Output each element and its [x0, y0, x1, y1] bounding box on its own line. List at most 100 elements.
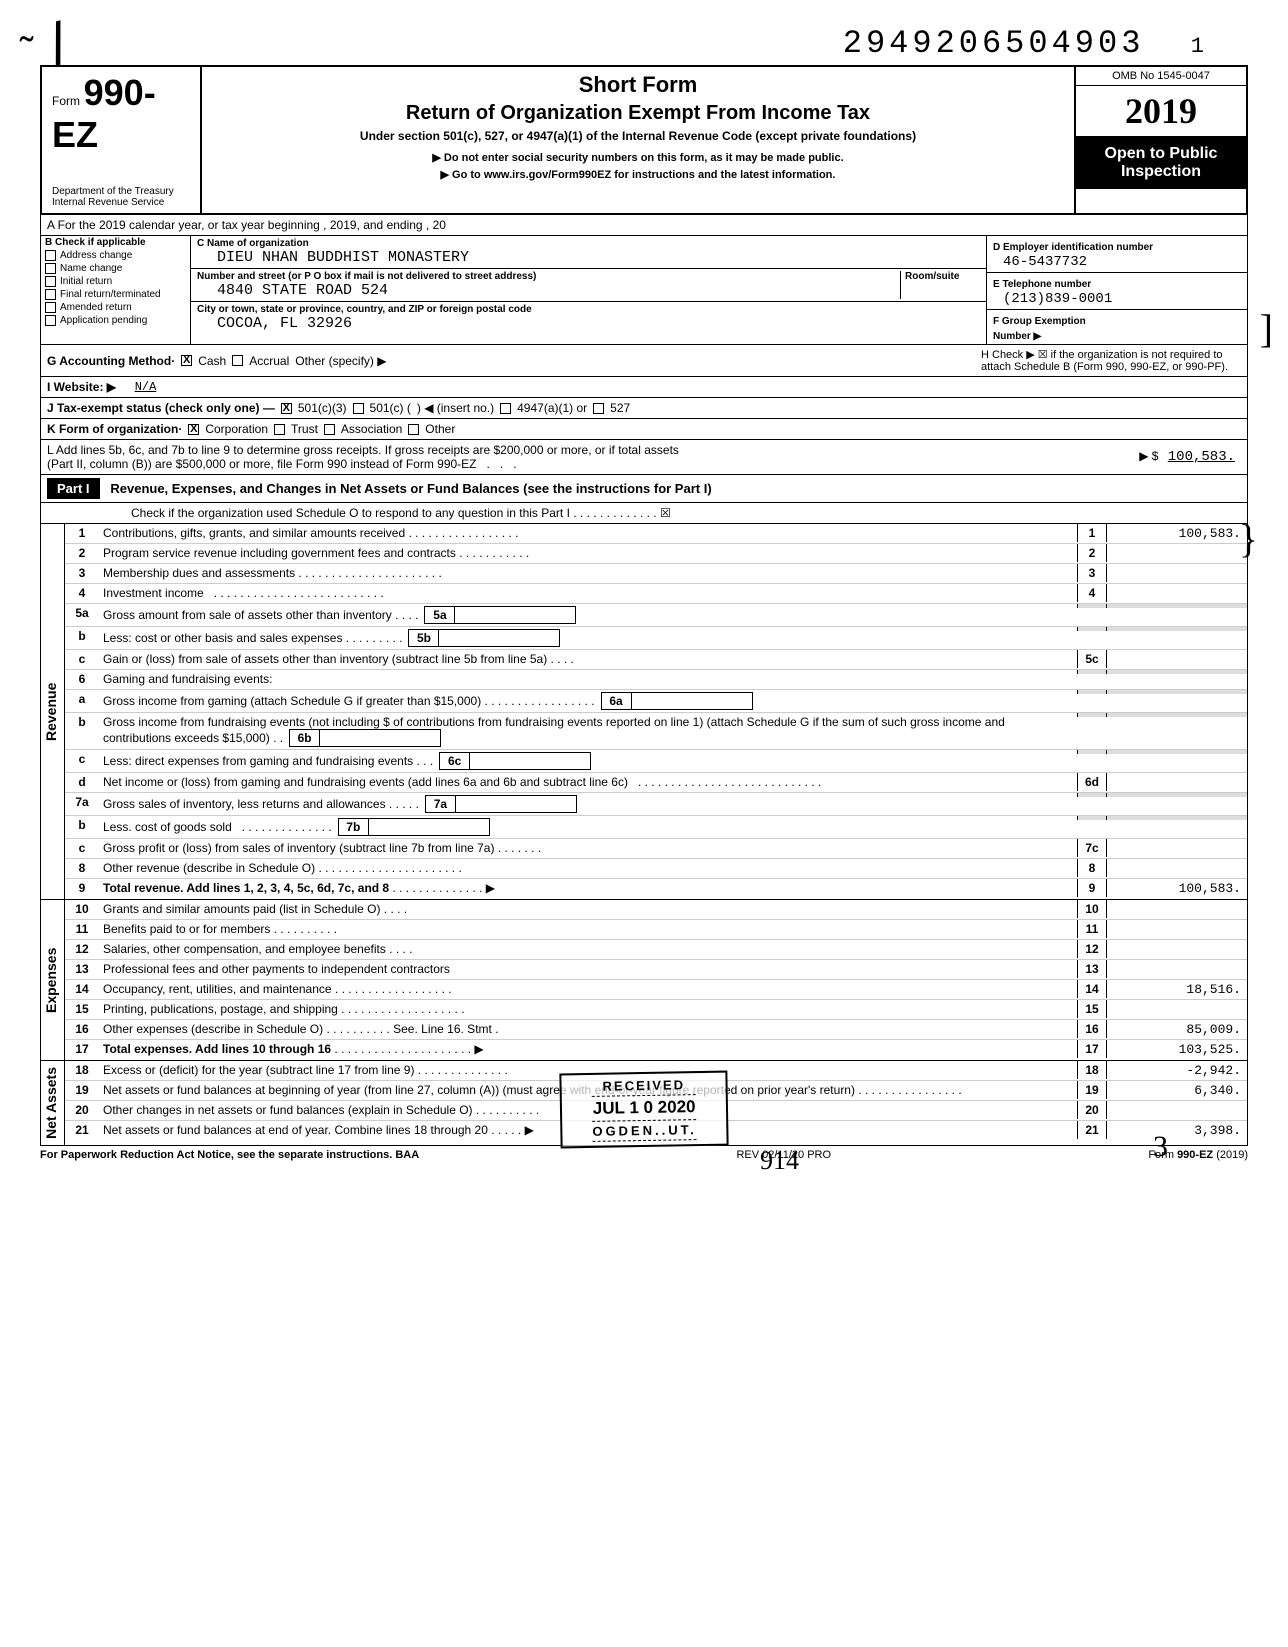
line-8-text: Other revenue (describe in Schedule O) .… [99, 859, 1077, 877]
f-label2: Number ▶ [993, 331, 1041, 342]
handwriting-914: 914 [760, 1146, 799, 1176]
line-21-amount: 3,398. [1107, 1121, 1247, 1140]
chk-name-change[interactable]: Name change [41, 262, 190, 275]
open-to-public: Open to Public Inspection [1076, 137, 1246, 189]
chk-cash[interactable] [181, 355, 192, 366]
notice-url: ▶ Go to www.irs.gov/Form990EZ for instru… [212, 168, 1064, 181]
line-17-amount: 103,525. [1107, 1040, 1247, 1059]
line-13-text: Professional fees and other payments to … [99, 960, 1077, 978]
row-g-accounting: G Accounting Method· Cash Accrual Other … [40, 345, 1248, 377]
line-7a-text: Gross sales of inventory, less returns a… [99, 793, 1077, 815]
chk-address-change[interactable]: Address change [41, 249, 190, 262]
line-17-text: Total expenses. Add lines 10 through 16 … [99, 1040, 1077, 1058]
header-right: OMB No 1545-0047 2019 Open to Public Ins… [1076, 67, 1246, 213]
irs-received-stamp: RECEIVED JUL 1 0 2020 OGDEN..UT. [559, 1071, 729, 1149]
line-5b-text: Less: cost or other basis and sales expe… [99, 627, 1077, 649]
title: Short Form [212, 72, 1064, 98]
chk-accrual[interactable] [232, 355, 243, 366]
row-l-gross-receipts: L Add lines 5b, 6c, and 7b to line 9 to … [40, 440, 1248, 475]
scanned-date: SCANNED JUN 3 0 2021 [0, 645, 1, 890]
line-6a-text: Gross income from gaming (attach Schedul… [99, 690, 1077, 712]
part-i-header: Part I Revenue, Expenses, and Changes in… [40, 475, 1248, 503]
chk-application-pending[interactable]: Application pending [41, 314, 190, 327]
chk-amended-return[interactable]: Amended return [41, 301, 190, 314]
d-label: D Employer identification number [993, 242, 1153, 253]
handwriting-dash: ˜ [20, 30, 33, 75]
line-7c-text: Gross profit or (loss) from sales of inv… [99, 839, 1077, 857]
line-19-amount: 6,340. [1107, 1081, 1247, 1100]
dcn-number: 2949206504903 1 [843, 25, 1208, 62]
ein-value: 46-5437732 [993, 254, 1087, 270]
line-16-amount: 85,009. [1107, 1020, 1247, 1039]
e-label: E Telephone number [993, 279, 1091, 290]
c-name-label: C Name of organization [197, 238, 980, 249]
col-def: D Employer identification number 46-5437… [987, 236, 1247, 344]
line-1-amount: 100,583. [1107, 524, 1247, 543]
handwriting-bracket2: ] [1260, 305, 1273, 352]
line-12-text: Salaries, other compensation, and employ… [99, 940, 1077, 958]
tax-year: 2019 [1076, 86, 1246, 137]
handwriting-bracket1: } [1239, 515, 1258, 562]
b-label: B Check if applicable [41, 236, 190, 249]
chk-501c3[interactable] [281, 403, 292, 414]
notice-ssn: ▶ Do not enter social security numbers o… [212, 151, 1064, 164]
chk-initial-return[interactable]: Initial return [41, 275, 190, 288]
line-16-text: Other expenses (describe in Schedule O) … [99, 1020, 1077, 1038]
header-center: Short Form Return of Organization Exempt… [202, 67, 1076, 213]
city-state-zip: COCOA, FL 32926 [197, 315, 352, 332]
line-9-text: Total revenue. Add lines 1, 2, 3, 4, 5c,… [99, 879, 1077, 897]
chk-4947[interactable] [500, 403, 511, 414]
line-14-text: Occupancy, rent, utilities, and maintena… [99, 980, 1077, 998]
website-value: N/A [135, 380, 157, 394]
footer-left: For Paperwork Reduction Act Notice, see … [40, 1149, 419, 1161]
line-15-text: Printing, publications, postage, and shi… [99, 1000, 1077, 1018]
street-label: Number and street (or P O box if mail is… [197, 271, 900, 282]
form-number: 990-EZ [52, 72, 156, 155]
net-assets-label: Net Assets [41, 1061, 65, 1145]
line-6d-text: Net income or (loss) from gaming and fun… [99, 773, 1077, 791]
street-address: 4840 STATE ROAD 524 [197, 282, 388, 299]
line-1-text: Contributions, gifts, grants, and simila… [99, 524, 1077, 542]
line-2-text: Program service revenue including govern… [99, 544, 1077, 562]
gross-receipts-amount: 100,583. [1162, 447, 1241, 467]
line-7b-text: Less. cost of goods sold . . . . . . . .… [99, 816, 1077, 838]
org-name: DIEU NHAN BUDDHIST MONASTERY [197, 249, 469, 266]
chk-corporation[interactable] [188, 424, 199, 435]
chk-association[interactable] [324, 424, 335, 435]
line-11-text: Benefits paid to or for members . . . . … [99, 920, 1077, 938]
subtitle: Return of Organization Exempt From Incom… [212, 102, 1064, 125]
line-9-amount: 100,583. [1107, 879, 1247, 898]
line-5c-text: Gain or (loss) from sale of assets other… [99, 650, 1077, 668]
chk-trust[interactable] [274, 424, 285, 435]
line-5a-text: Gross amount from sale of assets other t… [99, 604, 1077, 626]
row-k-form-org: K Form of organization· Corporation Trus… [40, 419, 1248, 440]
omb-number: OMB No 1545-0047 [1076, 67, 1246, 86]
chk-final-return[interactable]: Final return/terminated [41, 288, 190, 301]
row-j-tax-status: J Tax-exempt status (check only one) — 5… [40, 398, 1248, 419]
row-a-tax-year: A For the 2019 calendar year, or tax yea… [40, 215, 1248, 236]
line-18-amount: -2,942. [1107, 1061, 1247, 1080]
chk-501c[interactable] [353, 403, 364, 414]
chk-527[interactable] [593, 403, 604, 414]
chk-other[interactable] [408, 424, 419, 435]
phone-value: (213)839-0001 [993, 291, 1112, 307]
room-label: Room/suite [905, 271, 980, 282]
dept-text: Department of the Treasury Internal Reve… [52, 186, 190, 208]
form-prefix: Form [52, 94, 80, 108]
line-6c-text: Less: direct expenses from gaming and fu… [99, 750, 1077, 772]
form-label-box: Form 990-EZ Department of the Treasury I… [42, 67, 202, 213]
line-6b-text: Gross income from fundraising events (no… [99, 713, 1077, 749]
revenue-section: Revenue 1Contributions, gifts, grants, a… [40, 524, 1248, 900]
city-label: City or town, state or province, country… [197, 304, 980, 315]
h-schedule-b: H Check ▶ ☒ if the organization is not r… [981, 348, 1241, 373]
org-info-grid: B Check if applicable Address change Nam… [40, 236, 1248, 345]
under-section: Under section 501(c), 527, or 4947(a)(1)… [212, 129, 1064, 143]
expenses-section: Expenses 10Grants and similar amounts pa… [40, 900, 1248, 1061]
line-6-text: Gaming and fundraising events: [99, 670, 1077, 688]
line-14-amount: 18,516. [1107, 980, 1247, 999]
row-i-website: I Website: ▶ N/A [40, 377, 1248, 398]
col-b-checkboxes: B Check if applicable Address change Nam… [41, 236, 191, 344]
part-i-sub: Check if the organization used Schedule … [40, 503, 1248, 524]
line-10-text: Grants and similar amounts paid (list in… [99, 900, 1077, 918]
line-3-text: Membership dues and assessments . . . . … [99, 564, 1077, 582]
